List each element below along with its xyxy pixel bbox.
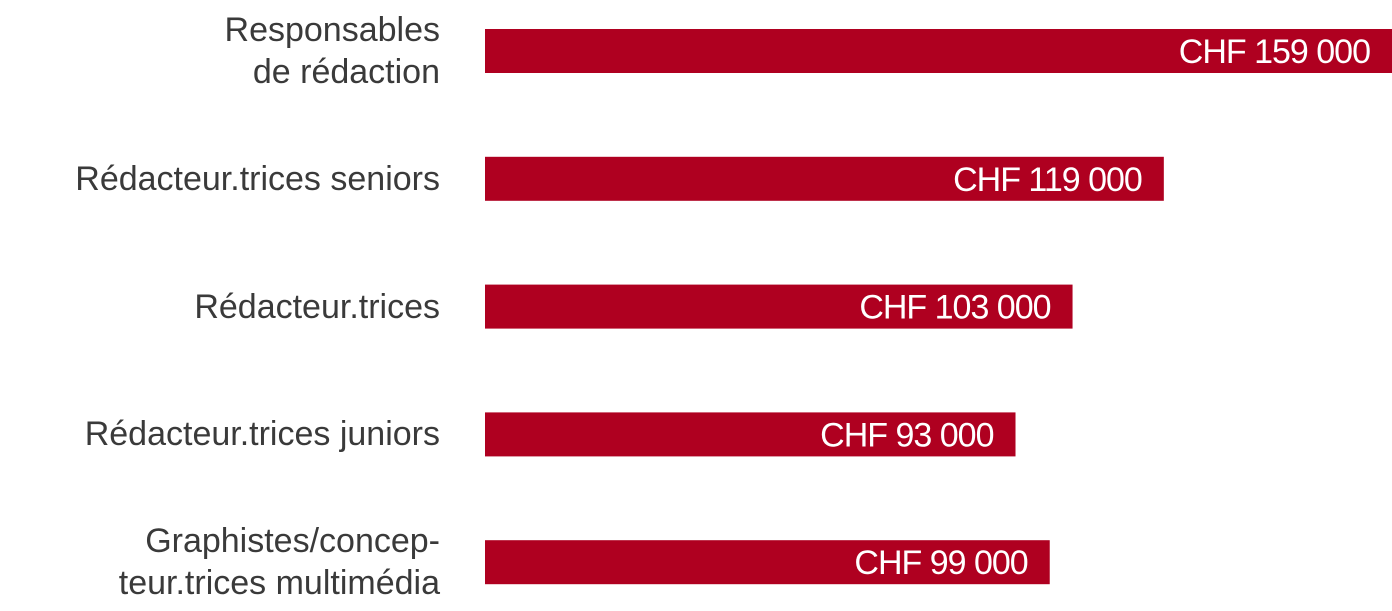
bar bbox=[485, 156, 1164, 201]
value-label: CHF 119 000 bbox=[953, 161, 1142, 199]
value-label: CHF 159 000 bbox=[1179, 33, 1370, 71]
category-label: Graphistes/concep- teur.trices multimédi… bbox=[118, 522, 440, 603]
bar bbox=[485, 284, 1073, 329]
value-label: CHF 99 000 bbox=[854, 544, 1027, 582]
category-label: Rédacteur.trices bbox=[194, 287, 440, 326]
bar bbox=[485, 29, 1392, 73]
category-label: Rédacteur.trices juniors bbox=[84, 415, 440, 454]
bar bbox=[485, 540, 1050, 585]
category-label: Rédacteur.trices seniors bbox=[75, 159, 440, 198]
category-label: Responsables de rédaction bbox=[224, 11, 440, 91]
value-label: CHF 93 000 bbox=[820, 416, 993, 454]
value-label: CHF 103 000 bbox=[859, 289, 1050, 327]
bar bbox=[485, 412, 1016, 457]
